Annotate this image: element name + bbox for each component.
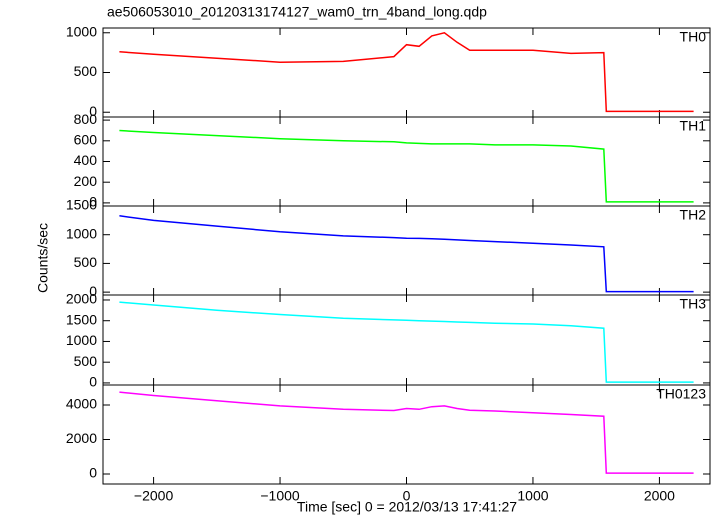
chart-title: ae506053010_20120313174127_wam0_trn_4ban…	[107, 4, 487, 20]
y-tick-label: 0	[89, 283, 97, 299]
y-tick-label: 500	[74, 353, 98, 369]
y-tick-label: 0	[89, 374, 97, 390]
y-tick-label: 800	[74, 111, 98, 127]
panel-frame	[102, 205, 711, 296]
y-tick-label: 1500	[66, 311, 97, 327]
series-line	[119, 391, 694, 474]
y-tick-label: 0	[89, 465, 97, 481]
y-tick-label: 1000	[66, 23, 97, 39]
y-tick-label: 200	[74, 173, 98, 189]
x-axis-label: Time [sec] 0 = 2012/03/13 17:41:27	[297, 499, 517, 515]
series-name: TH2	[680, 207, 707, 223]
y-tick-label: 1000	[66, 225, 97, 241]
y-tick-label: 500	[74, 254, 98, 270]
series-line	[119, 129, 694, 203]
series-name: TH0123	[656, 386, 706, 402]
series-name: TH0	[680, 29, 707, 45]
series-line	[119, 31, 694, 113]
y-tick-label: 1500	[66, 197, 97, 213]
x-tick-label: 2000	[644, 488, 675, 504]
panel-frame	[102, 116, 711, 207]
y-tick-label: 1000	[66, 332, 97, 348]
series-name: TH3	[680, 296, 707, 312]
y-tick-label: 2000	[66, 291, 97, 307]
y-tick-label: 2000	[66, 430, 97, 446]
y-tick-label: 500	[74, 63, 98, 79]
y-tick-label: 0	[89, 194, 97, 210]
y-axis-label: Counts/sec	[35, 223, 51, 293]
panel-frame	[102, 27, 711, 118]
series-line	[119, 215, 694, 293]
x-tick-label: 0	[403, 488, 411, 504]
panel-frame	[102, 384, 711, 485]
x-tick-label: 1000	[517, 488, 548, 504]
series-name: TH1	[680, 118, 707, 134]
series-line	[119, 301, 694, 383]
y-tick-label: 0	[89, 103, 97, 119]
x-tick-label: −2000	[134, 488, 174, 504]
x-tick-label: −1000	[260, 488, 300, 504]
y-tick-label: 600	[74, 132, 98, 148]
y-tick-label: 4000	[66, 396, 97, 412]
y-tick-label: 400	[74, 152, 98, 168]
